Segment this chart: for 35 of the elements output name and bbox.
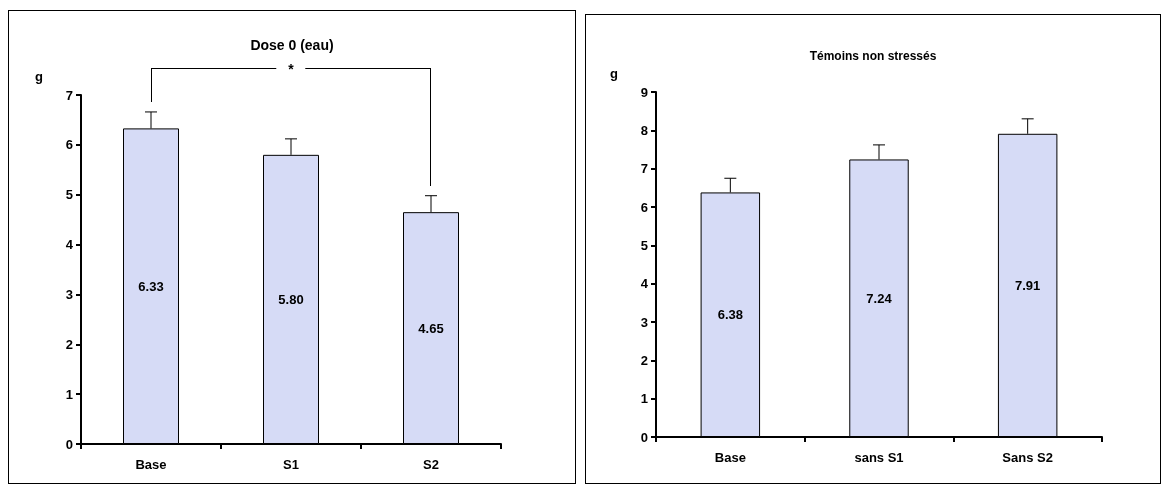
y-axis-title: g: [610, 66, 619, 81]
y-tick-label: 5: [640, 237, 648, 253]
y-tick-label: 9: [640, 84, 648, 100]
y-tick-label: 5: [65, 187, 73, 203]
data-label: 6.33: [138, 278, 164, 294]
y-tick-label: 2: [65, 336, 73, 352]
y-tick-label: 2: [640, 352, 648, 368]
y-tick-label: 6: [65, 137, 73, 153]
y-tick-label: 0: [65, 436, 73, 452]
y-tick-label: 1: [65, 386, 73, 402]
y-tick-label: 0: [640, 429, 648, 445]
y-tick-label: 6: [640, 199, 648, 215]
x-tick-label: sans S1: [854, 450, 904, 465]
y-axis-title: g: [35, 69, 44, 84]
x-tick-label: S1: [283, 457, 299, 472]
x-tick-label: Base: [714, 450, 746, 465]
y-tick-label: 8: [640, 122, 648, 138]
data-label: 7.91: [1015, 277, 1041, 293]
x-tick-label: Sans S2: [1002, 450, 1053, 465]
y-tick-label: 7: [65, 87, 73, 103]
chart-title: Dose 0 (eau): [250, 37, 334, 53]
y-tick-label: 7: [640, 161, 648, 177]
data-label: 6.38: [717, 307, 743, 323]
x-tick-label: S2: [423, 457, 439, 472]
chart-title: Témoins non stressés: [809, 49, 937, 63]
y-tick-label: 4: [640, 276, 649, 292]
y-tick-label: 3: [65, 286, 73, 302]
data-label: 4.65: [418, 320, 444, 336]
data-label: 5.80: [278, 291, 304, 307]
data-label: 7.24: [866, 290, 893, 306]
y-tick-label: 1: [640, 391, 648, 407]
y-tick-label: 4: [65, 237, 74, 253]
text: *: [276, 60, 306, 77]
y-tick-label: 3: [640, 314, 648, 330]
x-tick-label: Base: [135, 457, 167, 472]
